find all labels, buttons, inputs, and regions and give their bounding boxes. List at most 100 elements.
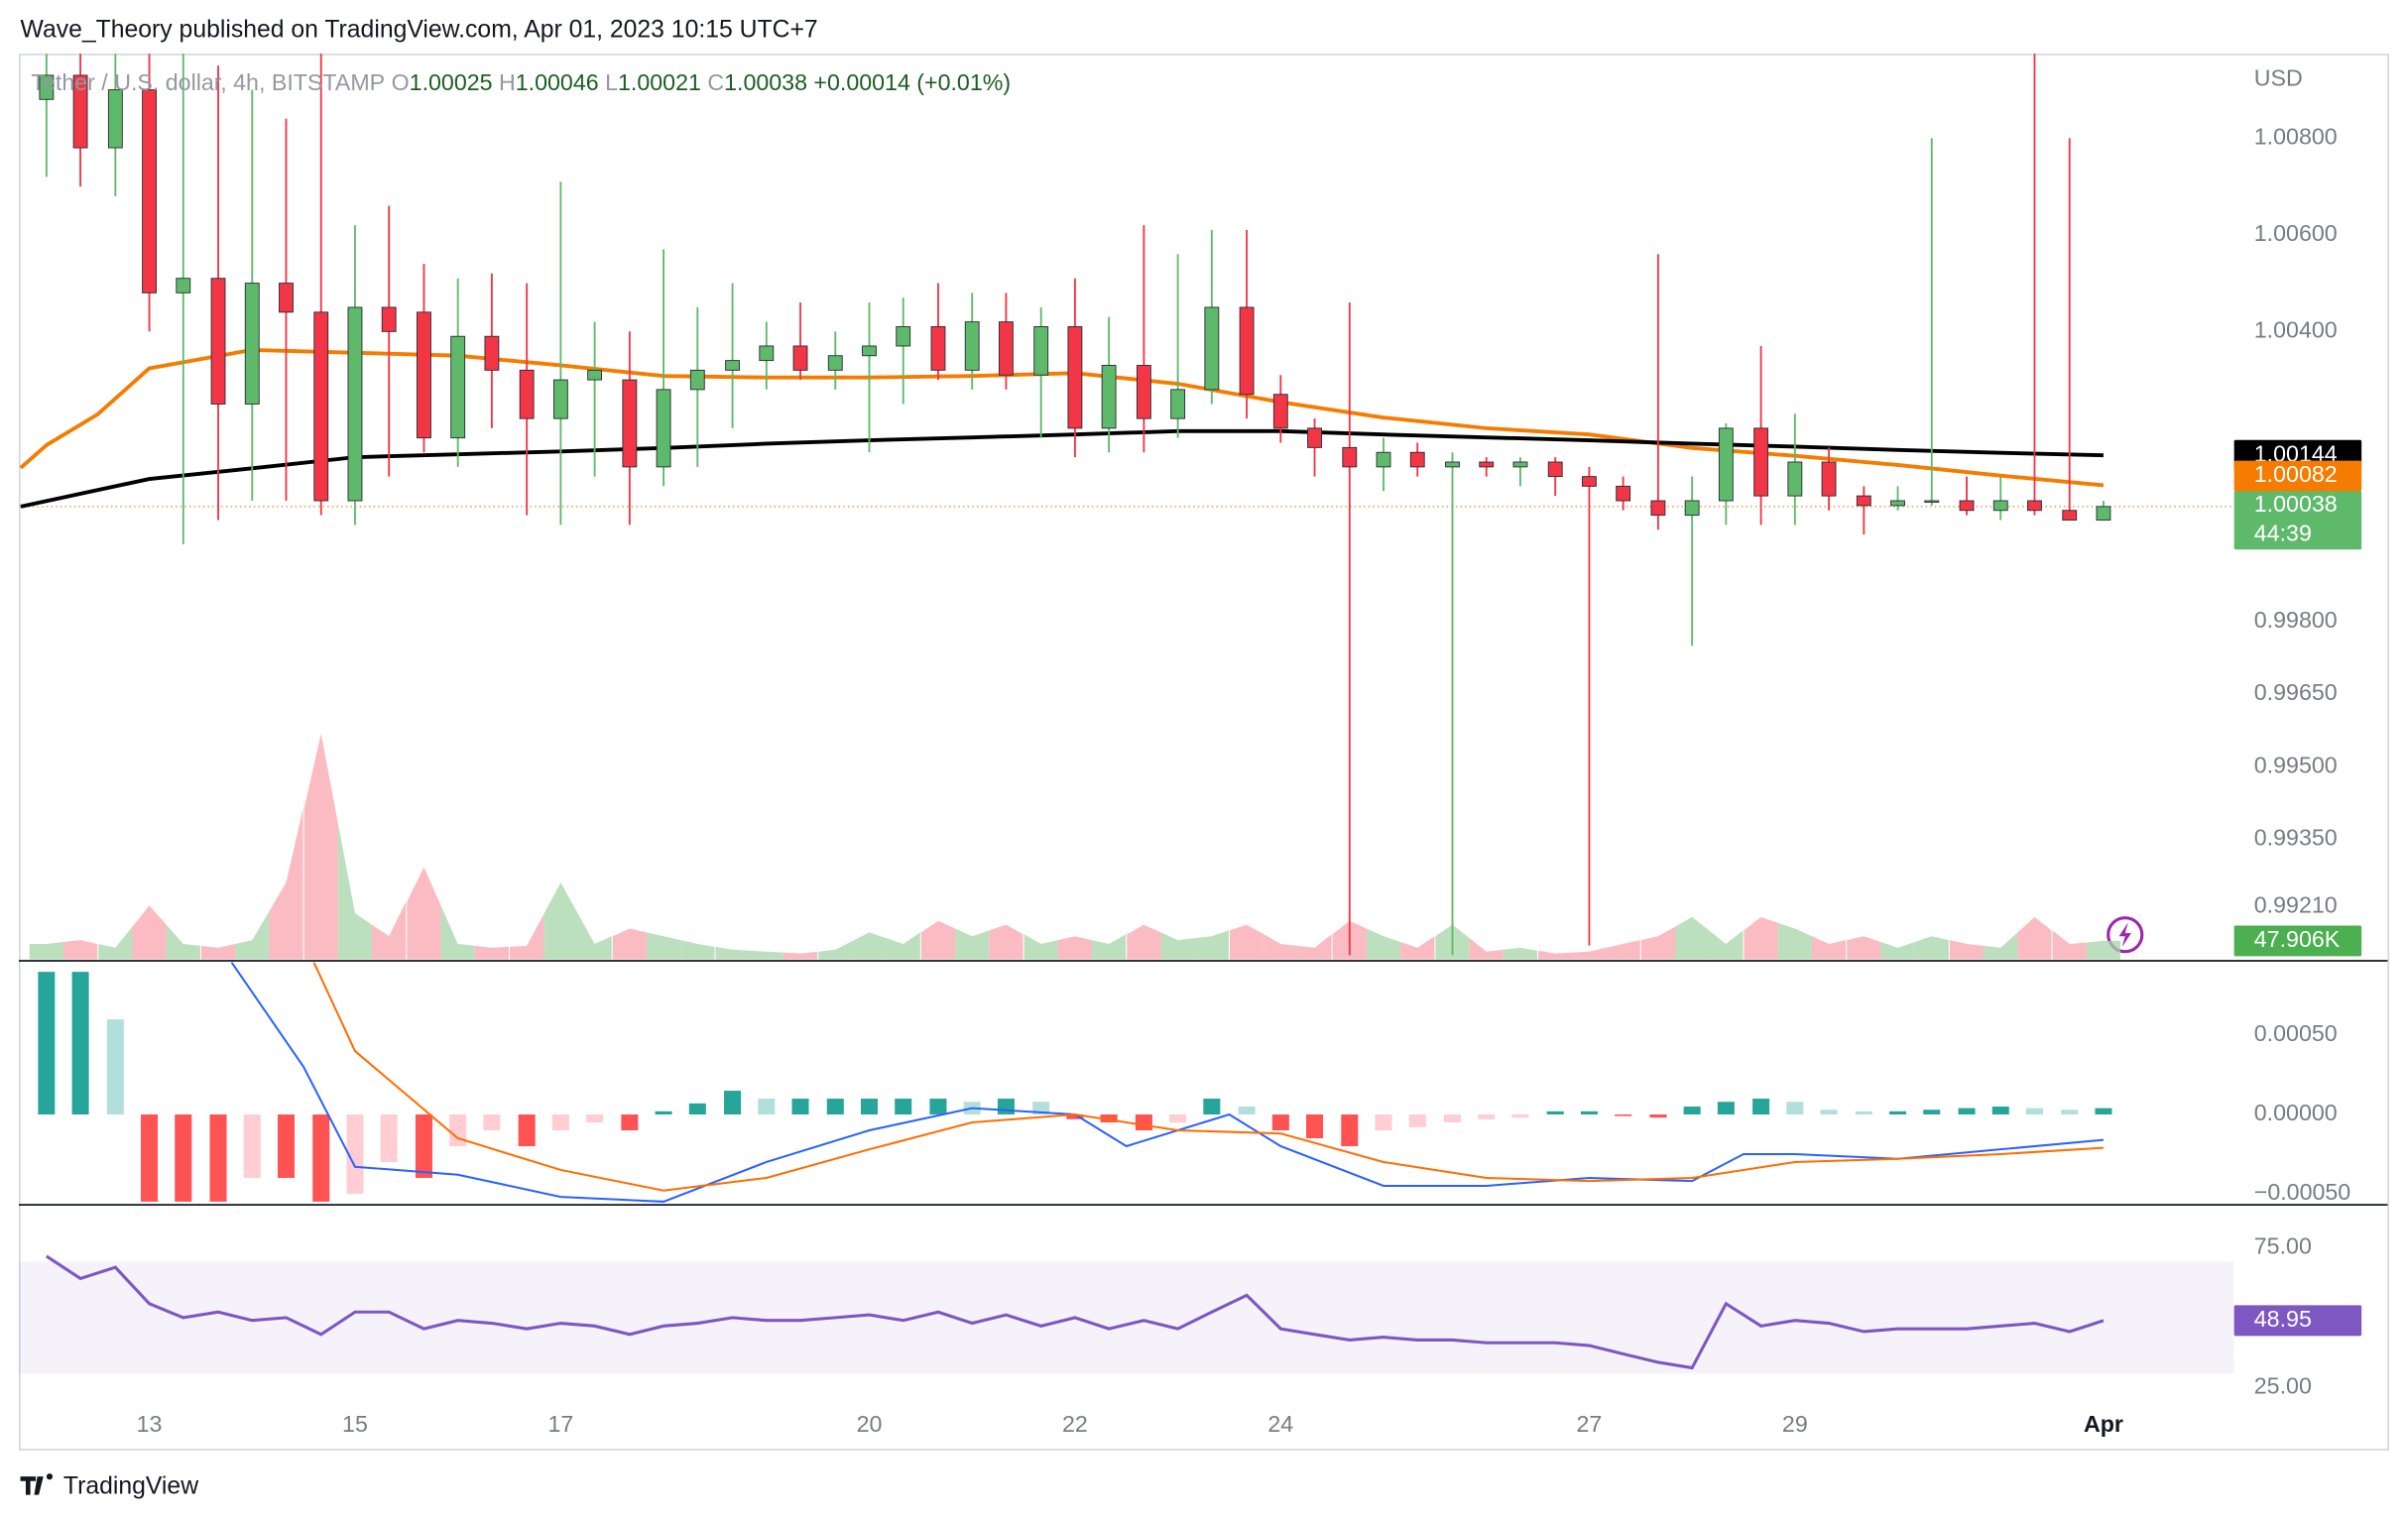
candle-body	[1067, 326, 1083, 429]
volume-area	[337, 823, 373, 960]
candle-body	[1753, 427, 1769, 497]
candle-body	[381, 306, 397, 332]
volume-area	[577, 913, 612, 960]
volume-area	[612, 928, 647, 960]
frame	[18, 54, 2390, 1451]
volume-area	[1914, 936, 1949, 960]
volume-area	[1640, 926, 1676, 960]
candle-body	[930, 326, 946, 371]
legend-item: 1.00038	[724, 69, 807, 95]
candle-body	[210, 278, 226, 405]
volume-area	[1023, 934, 1058, 960]
x-tick-label: 22	[1062, 1411, 1088, 1437]
legend-item: 1.00021	[618, 69, 701, 95]
volume-area	[1092, 934, 1127, 960]
volume-area	[440, 905, 475, 960]
price-tag-extra: 44:39	[2254, 521, 2312, 546]
macd-histogram-bar	[1443, 1114, 1462, 1123]
candle-body	[1890, 500, 1905, 507]
legend-item: +0.00014 (+0.01%)	[813, 69, 1011, 95]
volume-area	[646, 932, 681, 960]
candle-body	[313, 311, 329, 502]
candle-body	[1924, 500, 1940, 504]
macd-histogram-bar	[1649, 1114, 1667, 1118]
macd-histogram-bar	[1958, 1108, 1976, 1115]
macd-histogram-bar	[1923, 1110, 1941, 1115]
volume-area	[62, 940, 98, 960]
candle-body	[484, 335, 500, 371]
legend-item: C	[707, 69, 724, 95]
volume-area	[1847, 936, 1881, 960]
candle-body	[2096, 506, 2111, 521]
candle-body	[1718, 427, 1734, 502]
y-tick-label: 25.00	[2254, 1372, 2312, 1398]
volume-area	[1057, 936, 1093, 960]
macd-histogram-bar	[758, 1099, 776, 1115]
y-tick-label: 1.00600	[2254, 220, 2338, 246]
macd-histogram-bar	[1306, 1114, 1324, 1138]
price-pane	[18, 54, 2234, 960]
volume-area	[1160, 932, 1195, 960]
volume-area	[1469, 938, 1504, 960]
candle-body	[896, 326, 911, 347]
macd-histogram-bar	[655, 1111, 672, 1115]
macd-histogram-bar	[346, 1114, 364, 1194]
ma-tag: 1.00082	[2254, 461, 2338, 487]
volume-area	[886, 932, 920, 960]
legend-item: Tether / U.S. dollar, 4h, BITSTAMP	[31, 69, 385, 95]
volume-area	[1777, 922, 1812, 960]
macd-histogram-bar	[1478, 1114, 1496, 1119]
volume-area	[1366, 928, 1401, 960]
macd-histogram-bar	[1203, 1099, 1221, 1115]
macd-histogram-bar	[2025, 1108, 2043, 1115]
macd-histogram-bar	[243, 1114, 261, 1178]
y-tick-label: −0.00050	[2254, 1179, 2350, 1205]
volume-area	[783, 951, 818, 960]
candle-body	[1239, 306, 1255, 396]
volume-area	[1709, 930, 1744, 960]
macd-histogram-bar	[71, 972, 89, 1115]
volume-area	[1400, 936, 1435, 960]
candle-body	[1204, 306, 1220, 391]
volume-area	[818, 941, 853, 960]
y-tick-label: 0.99500	[2254, 752, 2338, 777]
candle-body	[417, 311, 431, 439]
volume-area	[98, 926, 133, 960]
volume-area	[715, 946, 750, 960]
candle-body	[1101, 365, 1117, 429]
volume-area	[510, 913, 544, 960]
macd-histogram-bar	[1991, 1107, 2009, 1115]
candle-body	[1582, 476, 1597, 487]
legend-item: L	[605, 69, 618, 95]
candle-body	[998, 321, 1014, 376]
volume-area	[1880, 942, 1915, 960]
macd-histogram-bar	[38, 972, 56, 1115]
candle-body	[2062, 510, 2078, 521]
macd-histogram-bar	[312, 1114, 330, 1202]
macd-histogram-bar	[688, 1103, 706, 1115]
macd-histogram-bar	[1375, 1114, 1392, 1130]
macd-histogram-bar	[1855, 1111, 1872, 1115]
volume-area	[1297, 934, 1332, 960]
y-tick-label: 1.00400	[2254, 316, 2338, 342]
macd-histogram-bar	[1615, 1114, 1632, 1116]
rsi-line	[46, 1254, 2105, 1370]
volume-area	[749, 950, 783, 960]
legend-item: O	[392, 69, 410, 95]
volume-area	[1949, 940, 1985, 960]
y-tick-label: 75.00	[2254, 1233, 2312, 1259]
volume-area	[303, 733, 338, 960]
candle-body	[1272, 394, 1288, 429]
volume-area	[543, 882, 578, 960]
price-tag-bg	[2233, 491, 2362, 550]
volume-area	[166, 924, 200, 960]
volume-area	[1675, 916, 1710, 960]
volume-area	[235, 911, 270, 960]
legend-item: 1.00046	[516, 69, 599, 95]
macd-pane	[38, 962, 2112, 1203]
volume-area	[1503, 947, 1538, 960]
rsi-band	[18, 1261, 2234, 1374]
candle-body	[176, 278, 191, 293]
candle-body	[450, 335, 466, 439]
